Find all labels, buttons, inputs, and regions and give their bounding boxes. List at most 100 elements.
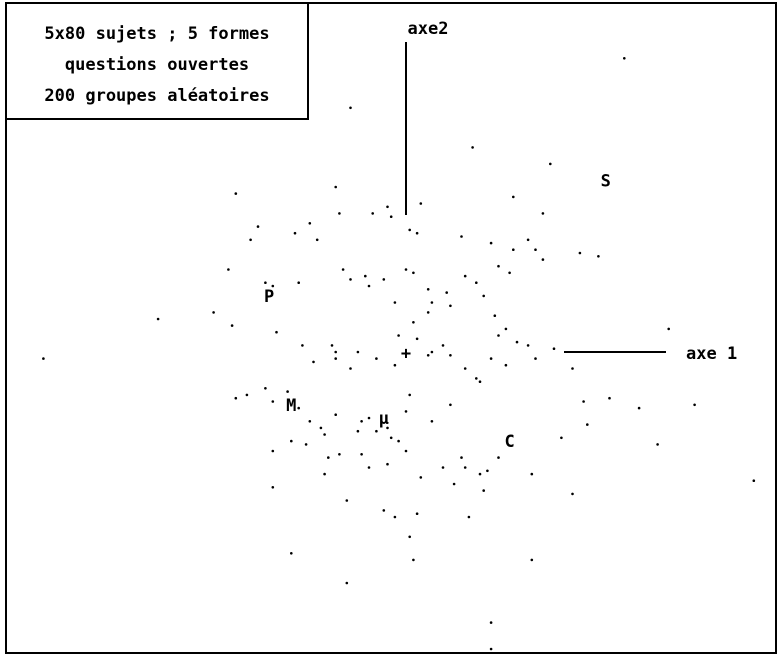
data-point: [475, 377, 478, 380]
data-point: [349, 278, 352, 281]
data-point: [534, 357, 537, 360]
data-point: [301, 344, 304, 347]
data-point: [541, 258, 545, 261]
legend-line-2: questions ouvertes: [65, 55, 249, 75]
data-point: [271, 486, 275, 489]
data-point: [367, 284, 371, 288]
data-point: [530, 472, 534, 476]
data-point: [526, 344, 530, 347]
data-point: [445, 291, 449, 294]
data-point: [463, 466, 467, 469]
data-point: [397, 439, 400, 443]
data-point: [552, 347, 556, 351]
data-point: [297, 406, 301, 410]
data-point: [463, 367, 467, 370]
group-labels-layer: S P Mµ C: [264, 171, 611, 452]
legend-line-1: 5x80 sujets ; 5 formes: [44, 24, 269, 44]
data-point: [571, 367, 574, 370]
data-point: [408, 393, 412, 397]
data-point: [526, 238, 530, 242]
data-point: [327, 456, 330, 459]
data-point: [234, 192, 238, 195]
data-point: [308, 420, 312, 423]
data-point: [367, 416, 371, 420]
data-point: [419, 476, 423, 479]
data-point: [290, 439, 293, 443]
data-point: [297, 281, 301, 285]
data-point: [334, 185, 338, 189]
data-point: [356, 429, 360, 433]
data-point: [419, 202, 423, 205]
data-point: [449, 354, 452, 357]
data-point: [389, 215, 393, 218]
data-point: [338, 212, 341, 215]
data-point: [393, 363, 397, 367]
data-point: [404, 268, 408, 271]
data-point: [308, 222, 312, 225]
data-point: [330, 344, 334, 347]
data-point: [586, 423, 589, 426]
data-point: [597, 254, 600, 258]
data-point: [508, 271, 511, 275]
group-label: M: [286, 396, 296, 416]
data-point: [375, 429, 378, 433]
data-point: [404, 449, 408, 453]
data-point: [693, 403, 696, 407]
data-point: [571, 492, 574, 496]
data-point: [319, 426, 323, 430]
data-point: [489, 241, 493, 245]
data-point: [415, 337, 419, 341]
data-point: [478, 472, 482, 476]
data-point: [667, 327, 670, 331]
data-point: [512, 195, 515, 199]
data-point: [608, 396, 611, 400]
data-point: [264, 281, 267, 285]
data-point: [412, 321, 415, 324]
data-point: [412, 271, 415, 275]
data-point: [271, 284, 275, 288]
data-point: [460, 235, 463, 238]
data-point: [426, 311, 430, 314]
data-point: [452, 482, 456, 486]
legend-box: [5, 2, 309, 120]
group-label: S: [601, 171, 611, 191]
data-point: [345, 499, 349, 502]
data-point: [549, 162, 552, 166]
plot-frame: [5, 2, 777, 654]
data-point: [430, 301, 434, 304]
data-point: [449, 304, 452, 308]
data-point: [356, 350, 360, 354]
data-point: [441, 344, 445, 347]
data-point: [386, 426, 389, 430]
data-point: [449, 403, 452, 407]
data-point: [497, 334, 500, 337]
data-point: [345, 581, 349, 585]
data-point: [227, 268, 230, 271]
data-point: [482, 294, 486, 298]
group-label: P: [264, 287, 274, 307]
data-point: [489, 357, 493, 360]
group-label: C: [504, 432, 514, 452]
data-point: [415, 231, 419, 235]
data-point: [323, 433, 326, 436]
data-point: [293, 231, 297, 235]
data-point: [230, 324, 234, 327]
data-point: [341, 268, 345, 271]
data-point: [360, 453, 363, 456]
data-point: [408, 535, 412, 539]
data-point: [382, 509, 386, 512]
data-point: [315, 238, 319, 242]
data-point: [286, 390, 289, 393]
data-point: [430, 350, 434, 354]
data-point: [386, 205, 389, 209]
points-layer: [42, 57, 756, 651]
data-point: [249, 238, 252, 242]
data-point: [515, 340, 519, 344]
origin-marker: +: [401, 344, 411, 364]
data-point: [475, 281, 478, 285]
data-point: [397, 334, 400, 337]
data-point: [334, 350, 338, 354]
data-point: [486, 469, 489, 473]
data-point: [497, 264, 500, 268]
data-point: [530, 558, 534, 562]
